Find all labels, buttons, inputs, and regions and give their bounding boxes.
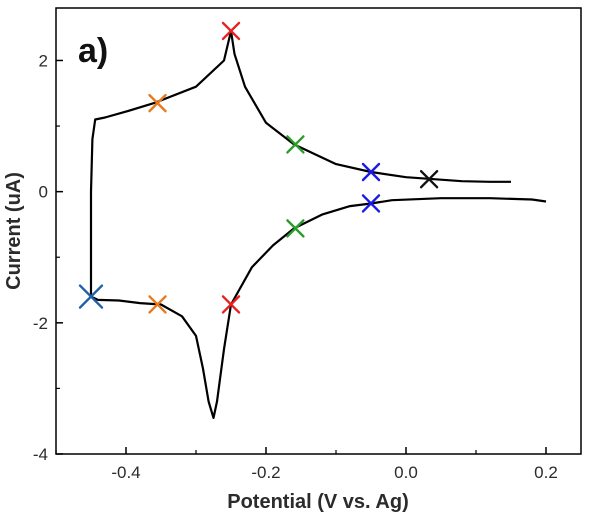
y-tick-label: 2 [39, 51, 48, 70]
x-marker [361, 162, 381, 182]
x-tick-label: 0.2 [534, 463, 558, 482]
y-tick-label: -2 [33, 314, 48, 333]
x-marker [221, 295, 241, 314]
x-tick-label: -0.2 [251, 463, 280, 482]
axis-ticks: -0.4 -0.2 0.0 0.2 -4 -2 0 2 [33, 51, 558, 482]
x-marker [148, 93, 167, 113]
x-marker [221, 21, 241, 41]
x-marker [148, 295, 167, 314]
y-tick-label: 0 [39, 183, 48, 202]
x-axis-title: Potential (V vs. Ag) [227, 491, 409, 513]
y-tick-label: -4 [33, 445, 48, 464]
x-marker [361, 194, 381, 213]
x-marker [78, 284, 104, 309]
marker-group [78, 21, 439, 314]
x-marker [286, 219, 305, 238]
x-marker [419, 169, 439, 189]
y-axis-title: Current (uA) [3, 172, 25, 290]
x-tick-label: -0.4 [111, 463, 140, 482]
x-marker [286, 135, 305, 154]
series-line [89, 29, 547, 419]
panel-label: a) [78, 32, 108, 70]
x-tick-label: 0.0 [394, 463, 418, 482]
plot-frame [55, 7, 582, 455]
